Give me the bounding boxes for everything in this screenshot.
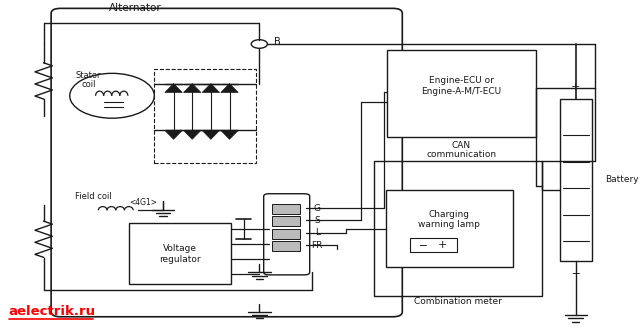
Bar — [272, 216, 300, 226]
Text: Combination meter: Combination meter — [414, 297, 502, 306]
Bar — [129, 223, 231, 284]
Text: ─: ─ — [419, 240, 426, 250]
Circle shape — [251, 40, 267, 48]
Bar — [410, 238, 457, 252]
Text: Stator: Stator — [75, 72, 101, 81]
Text: ─: ─ — [573, 268, 579, 278]
Text: Alternator: Alternator — [109, 3, 162, 13]
Text: Charging: Charging — [428, 210, 469, 219]
Bar — [272, 229, 300, 239]
Text: regulator: regulator — [160, 254, 201, 263]
Text: FR: FR — [312, 241, 323, 250]
FancyBboxPatch shape — [263, 194, 310, 275]
Bar — [272, 204, 300, 214]
Text: <4G1>: <4G1> — [129, 198, 157, 207]
Text: +: + — [571, 82, 580, 92]
Polygon shape — [165, 84, 182, 93]
Bar — [272, 241, 300, 251]
Text: B: B — [274, 37, 281, 47]
Polygon shape — [184, 84, 201, 93]
Text: Engine-A-M/T-ECU: Engine-A-M/T-ECU — [421, 87, 502, 96]
Bar — [560, 99, 592, 261]
Text: Engine-ECU or: Engine-ECU or — [429, 76, 494, 85]
Bar — [374, 161, 542, 296]
Polygon shape — [184, 131, 201, 139]
Text: G: G — [314, 204, 321, 213]
Text: Battery: Battery — [605, 175, 639, 184]
Polygon shape — [202, 84, 220, 93]
Text: communication: communication — [426, 150, 497, 159]
Text: warning lamp: warning lamp — [418, 220, 480, 229]
Bar — [387, 50, 536, 137]
Polygon shape — [202, 131, 220, 139]
Text: +: + — [438, 240, 448, 250]
FancyBboxPatch shape — [51, 8, 402, 317]
Text: S: S — [314, 216, 320, 225]
Text: CAN: CAN — [452, 141, 471, 150]
Polygon shape — [165, 131, 182, 139]
Circle shape — [70, 73, 155, 118]
Text: aelectrik.ru: aelectrik.ru — [9, 305, 96, 318]
Text: coil: coil — [81, 80, 96, 89]
Text: Voltage: Voltage — [164, 244, 198, 253]
Bar — [386, 190, 513, 267]
Polygon shape — [221, 84, 238, 93]
Text: Field coil: Field coil — [75, 192, 112, 201]
Text: L: L — [315, 228, 319, 237]
Bar — [154, 69, 256, 164]
Polygon shape — [221, 131, 238, 139]
